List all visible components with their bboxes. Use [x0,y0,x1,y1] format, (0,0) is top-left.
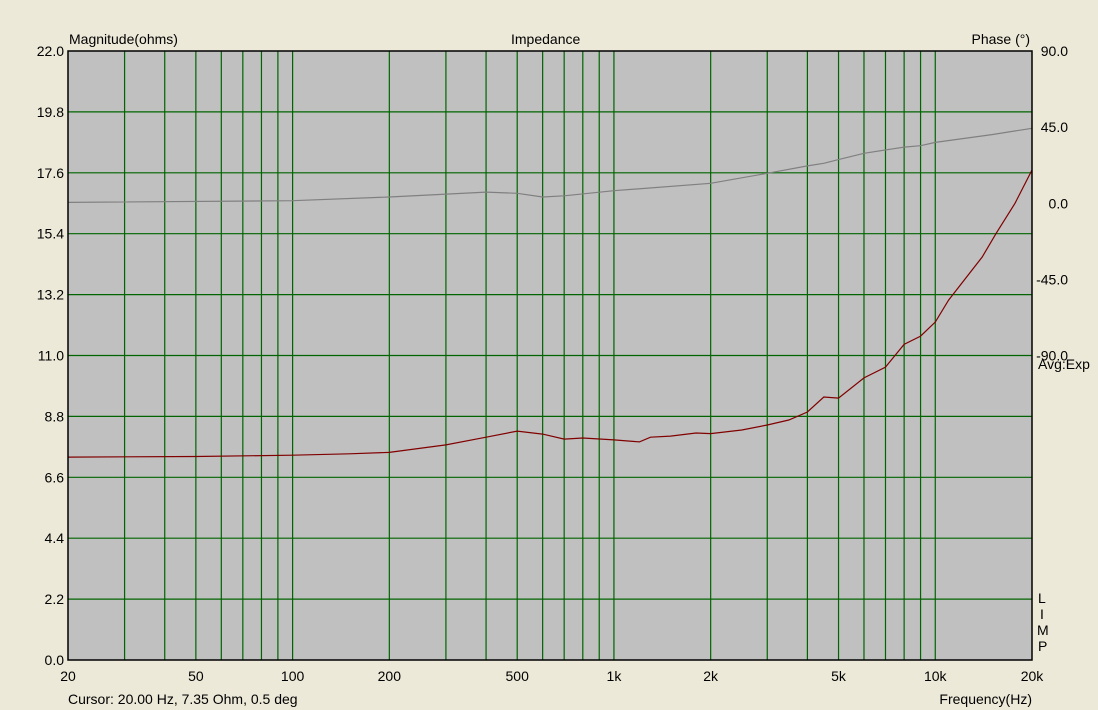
y-tick-label: 4.4 [45,530,65,546]
y2-tick-label: 90.0 [1041,43,1068,59]
y-tick-label: 2.2 [45,591,65,607]
cursor-readout: Cursor: 20.00 Hz, 7.35 Ohm, 0.5 deg [68,691,298,707]
y-axis-title: Magnitude(ohms) [69,31,178,47]
y-tick-label: 6.6 [45,469,65,485]
x-tick-label: 200 [378,668,402,684]
y-tick-label: 13.2 [37,287,64,303]
x-tick-label: 1k [607,668,623,684]
y2-tick-label: 0.0 [1049,195,1069,211]
y-tick-label: 11.0 [38,348,64,364]
series-magnitude-line [67,169,1033,458]
x-tick-label: 500 [506,668,530,684]
y-tick-label: 8.8 [45,408,65,424]
x-tick-label: 100 [281,668,305,684]
x-tick-label: 50 [188,668,204,684]
x-tick-label: 20k [1021,668,1045,684]
series-phase-line [67,127,1033,203]
y2-tick-label: -45.0 [1036,271,1068,287]
y-tick-label: 17.6 [37,165,64,181]
plot-border [67,50,1033,661]
annotation-i: I [1040,606,1044,622]
annotation-avg: Avg:Exp [1038,356,1090,372]
y-tick-label: 0.0 [45,652,65,668]
y-tick-label: 15.4 [37,226,64,242]
y-tick-label: 19.8 [37,104,64,120]
x-tick-label: 5k [831,668,847,684]
y2-tick-label: 45.0 [1041,119,1068,135]
x-tick-label: 20 [60,668,76,684]
x-axis-title: Frequency(Hz) [939,691,1032,707]
annotation-l: L [1038,590,1046,606]
annotation-m: M [1037,622,1049,638]
y2-tick-label: -90.0 [1036,348,1068,364]
y2-axis-title: Phase (°) [971,31,1030,47]
chart-title: Impedance [511,31,581,47]
y-tick-label: 22.0 [37,43,64,59]
annotation-p: P [1038,638,1048,654]
x-tick-label: 2k [703,668,719,684]
x-tick-label: 10k [924,668,948,684]
